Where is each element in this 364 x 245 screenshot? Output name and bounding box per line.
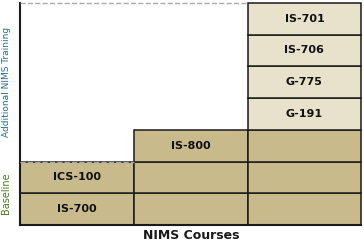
Bar bbox=[248, 130, 361, 161]
Text: Baseline: Baseline bbox=[1, 172, 11, 214]
Bar bbox=[248, 35, 361, 66]
Bar bbox=[134, 161, 248, 193]
Text: IS-700: IS-700 bbox=[57, 204, 97, 214]
X-axis label: NIMS Courses: NIMS Courses bbox=[143, 229, 239, 242]
Bar bbox=[248, 3, 361, 35]
Bar bbox=[248, 193, 361, 225]
Bar bbox=[248, 98, 361, 130]
Text: G-191: G-191 bbox=[286, 109, 323, 119]
Bar bbox=[20, 161, 134, 193]
Bar bbox=[248, 66, 361, 98]
Text: IS-701: IS-701 bbox=[285, 14, 324, 24]
Bar bbox=[248, 161, 361, 193]
Text: IS-706: IS-706 bbox=[284, 45, 324, 55]
Bar bbox=[134, 130, 248, 161]
Bar bbox=[134, 193, 248, 225]
Text: IS-800: IS-800 bbox=[171, 141, 210, 151]
Text: Additional NIMS Training: Additional NIMS Training bbox=[2, 27, 11, 137]
Bar bbox=[20, 193, 134, 225]
Text: G-775: G-775 bbox=[286, 77, 323, 87]
Text: ICS-100: ICS-100 bbox=[53, 172, 101, 183]
